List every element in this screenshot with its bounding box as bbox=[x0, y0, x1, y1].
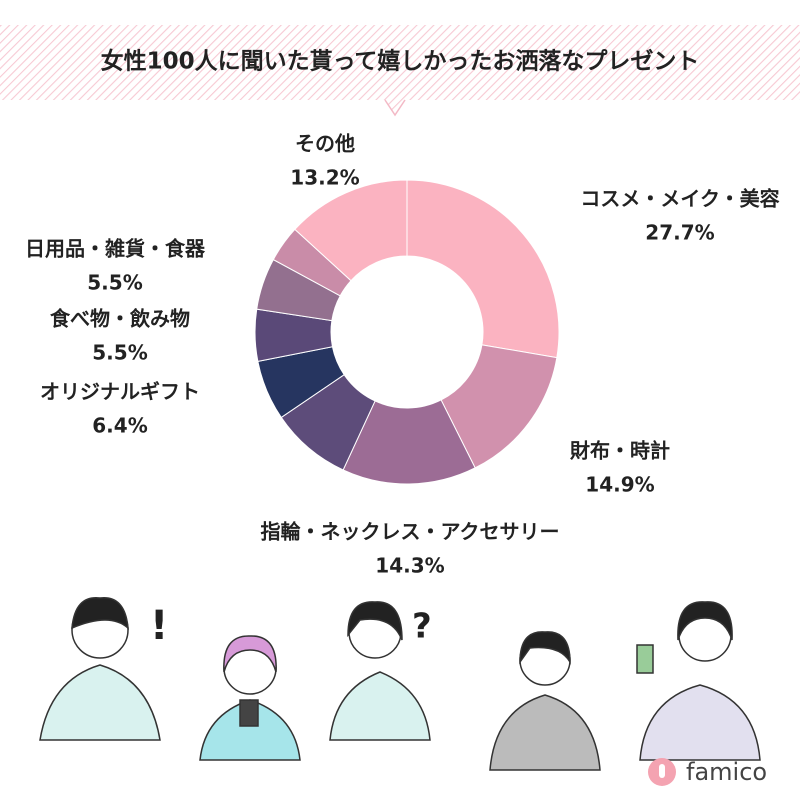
exclamation-mark: ! bbox=[150, 603, 168, 649]
slice-category-label: オリジナルギフト bbox=[40, 380, 200, 404]
title-banner bbox=[0, 25, 800, 115]
slice-category-label: 日用品・雑貨・食器 bbox=[25, 237, 206, 261]
question-mark: ? bbox=[412, 607, 432, 647]
slice-category-label: 財布・時計 bbox=[570, 439, 670, 463]
slice-value-label: 6.4% bbox=[92, 414, 147, 438]
brand-icon-mark bbox=[659, 764, 665, 778]
donut-slice bbox=[294, 179, 408, 282]
donut-slice bbox=[406, 179, 560, 359]
slice-value-label: 5.5% bbox=[87, 271, 142, 295]
slice-value-label: 5.5% bbox=[92, 341, 147, 365]
chart-title: 女性100人に聞いた貰って嬉しかったお洒落なプレゼント bbox=[101, 48, 700, 75]
slice-value-label: 27.7% bbox=[645, 221, 714, 245]
brand-name: famico bbox=[686, 758, 767, 786]
slice-category-label: コスメ・メイク・美容 bbox=[580, 187, 779, 211]
illustrations bbox=[39, 597, 761, 771]
slice-value-label: 14.3% bbox=[375, 554, 444, 578]
slice-category-label: その他 bbox=[295, 132, 355, 156]
slice-value-label: 14.9% bbox=[585, 473, 654, 497]
slice-category-label: 指輪・ネックレス・アクセサリー bbox=[261, 520, 560, 544]
slice-category-label: 食べ物・飲み物 bbox=[50, 307, 190, 331]
slice-value-label: 13.2% bbox=[290, 166, 359, 190]
donut-chart: コスメ・メイク・美容 27.7% 財布・時計 14.9% 指輪・ネックレス・アクセサリー… bbox=[25, 132, 780, 578]
banner-pointer bbox=[384, 99, 406, 117]
